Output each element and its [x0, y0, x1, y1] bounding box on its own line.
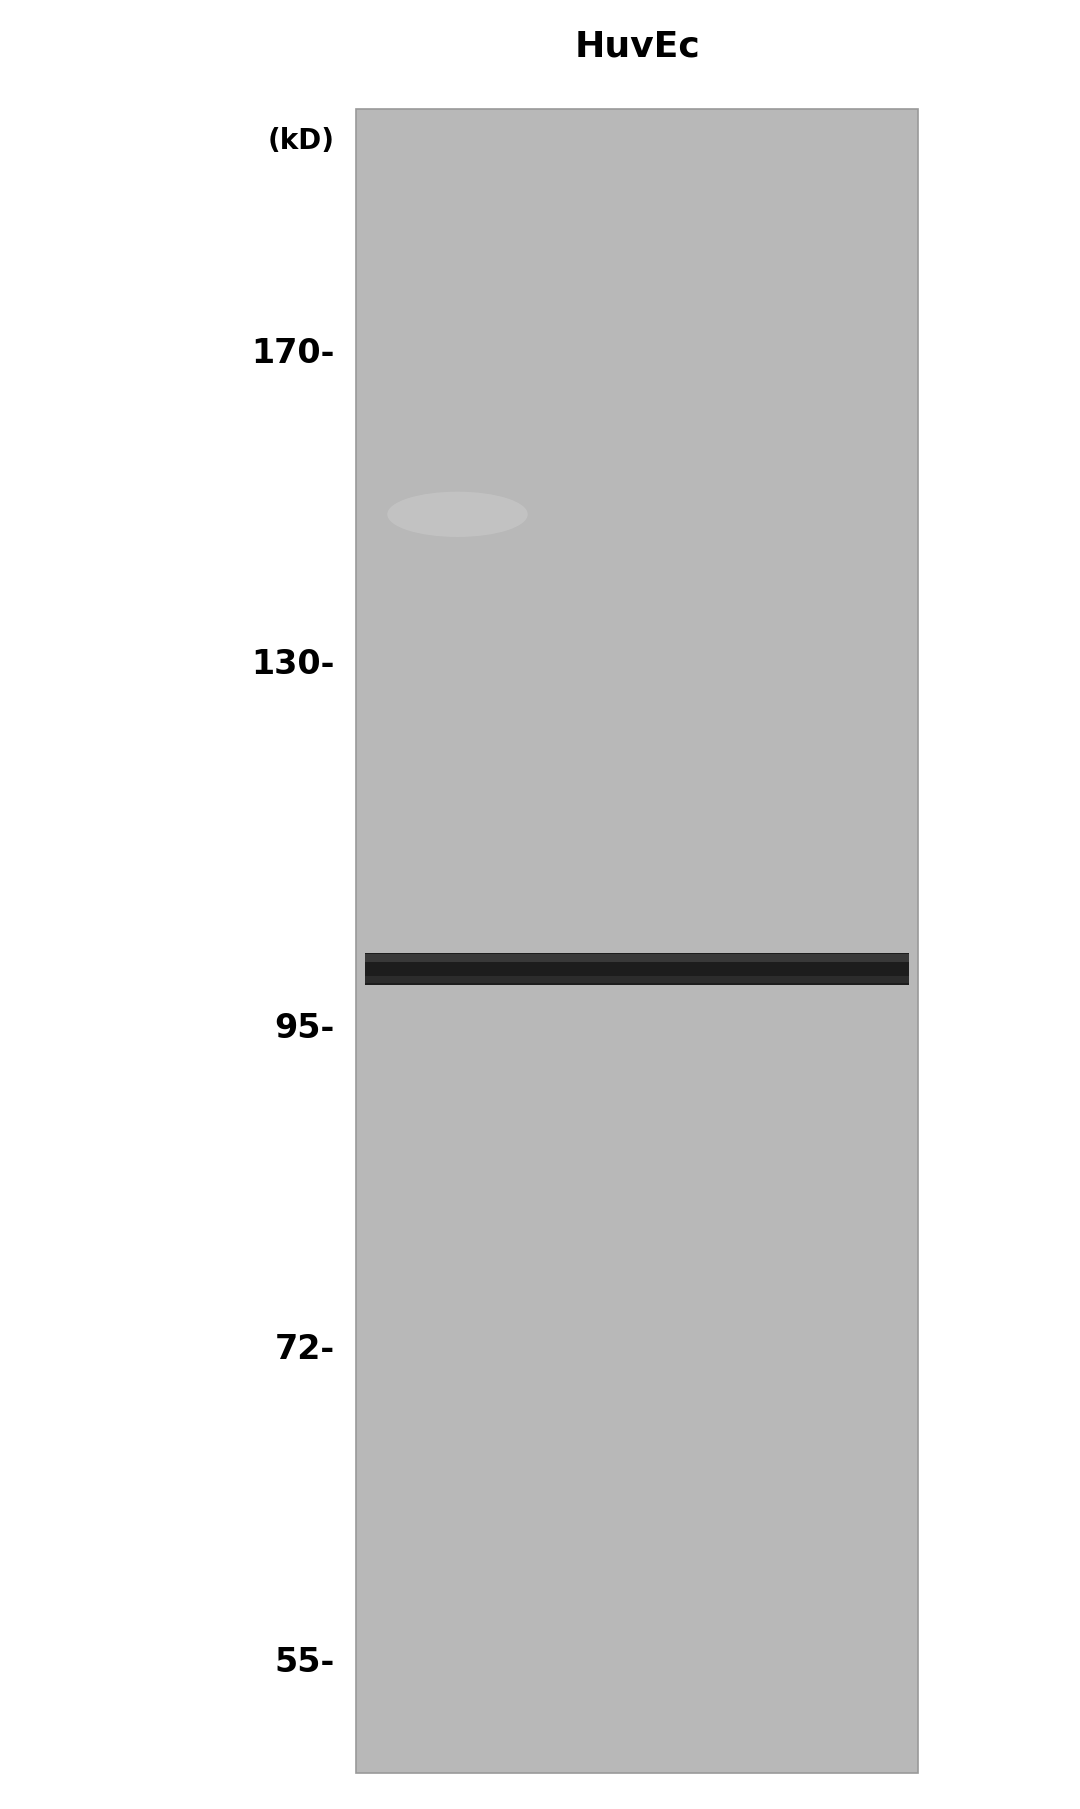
Text: (kD): (kD)	[268, 127, 335, 154]
Bar	[365, 977, 909, 984]
Text: HuvEc: HuvEc	[575, 29, 700, 63]
Text: 95-: 95-	[274, 1011, 335, 1046]
Text: 170-: 170-	[252, 336, 335, 371]
Ellipse shape	[388, 492, 528, 537]
Text: 130-: 130-	[252, 648, 335, 682]
Bar	[365, 955, 909, 962]
Bar	[356, 109, 918, 1773]
Bar	[365, 953, 909, 986]
Text: 55-: 55-	[274, 1646, 335, 1679]
Text: 72-: 72-	[274, 1333, 335, 1366]
